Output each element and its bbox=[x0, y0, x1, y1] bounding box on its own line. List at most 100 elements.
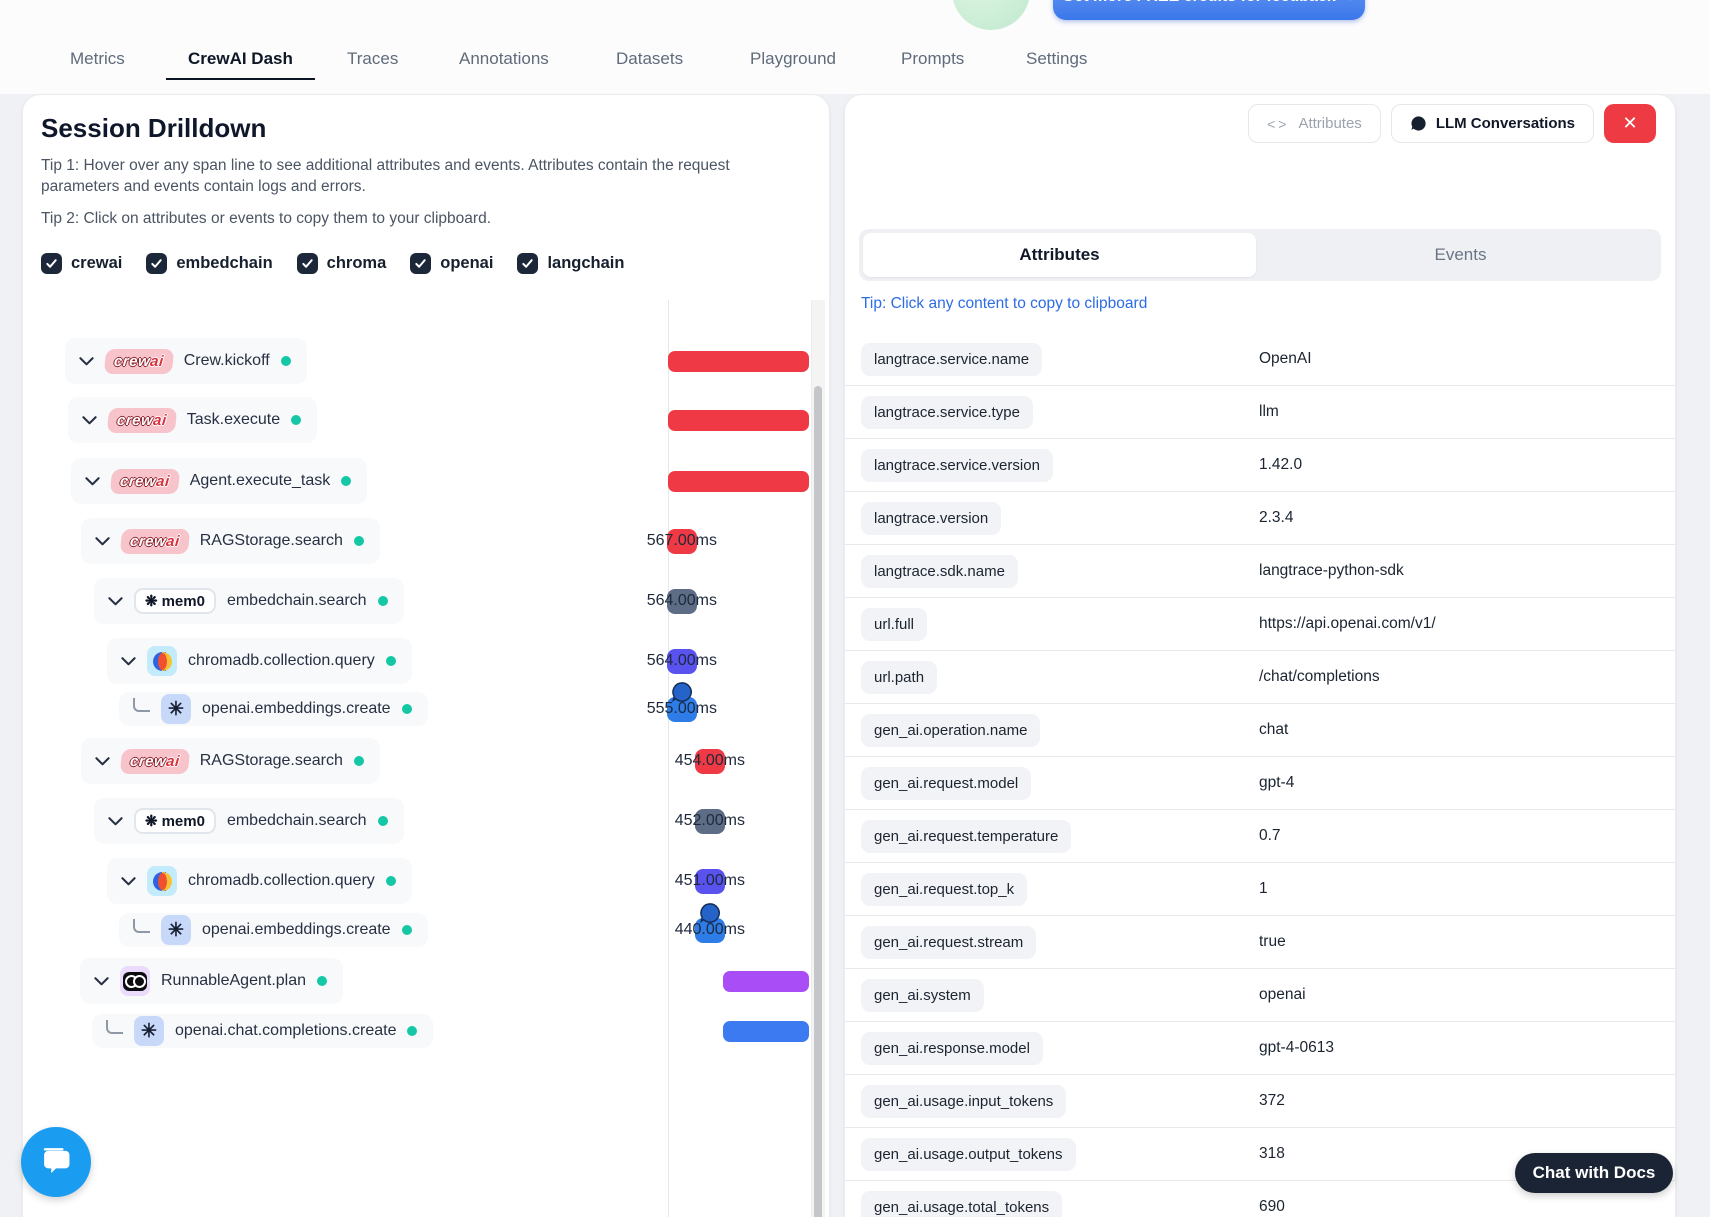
attribute-key[interactable]: gen_ai.usage.total_tokens bbox=[861, 1190, 1063, 1217]
span-row-crew-kickoff[interactable]: crewai Crew.kickoff bbox=[65, 338, 307, 384]
span-duration-bar[interactable] bbox=[667, 588, 697, 614]
filter-chroma[interactable]: chroma bbox=[296, 253, 386, 274]
attribute-value[interactable]: langtrace-python-sdk bbox=[1259, 562, 1404, 579]
attribute-key[interactable]: gen_ai.operation.name bbox=[861, 713, 1041, 747]
chevron-down-icon[interactable] bbox=[121, 876, 136, 886]
filter-langchain[interactable]: langchain bbox=[517, 253, 624, 274]
crewai-logo-icon: crewai bbox=[109, 468, 180, 494]
attribute-row: gen_ai.usage.output_tokens 318 bbox=[845, 1127, 1675, 1180]
span-row-chromadb-collection-query[interactable]: chromadb.collection.query bbox=[107, 858, 412, 904]
span-duration-bar[interactable] bbox=[667, 648, 697, 674]
avatar-circle[interactable] bbox=[952, 0, 1030, 30]
attribute-key[interactable]: gen_ai.request.temperature bbox=[861, 819, 1072, 853]
attribute-value[interactable]: https://api.openai.com/v1/ bbox=[1259, 615, 1436, 632]
span-duration-bar[interactable] bbox=[667, 528, 697, 554]
chevron-down-icon[interactable] bbox=[95, 536, 110, 546]
attribute-value[interactable]: chat bbox=[1259, 721, 1289, 738]
chevron-down-icon[interactable] bbox=[94, 976, 109, 986]
chevron-down-icon[interactable] bbox=[108, 816, 123, 826]
tab-playground[interactable]: Playground bbox=[750, 38, 836, 80]
llm-conversations-button[interactable]: LLM Conversations bbox=[1390, 104, 1594, 143]
chevron-down-icon[interactable] bbox=[121, 656, 136, 666]
span-row-embedchain-search[interactable]: ❋ mem0 embedchain.search bbox=[94, 578, 404, 624]
attribute-key[interactable]: gen_ai.system bbox=[861, 978, 984, 1012]
attribute-value[interactable]: /chat/completions bbox=[1259, 668, 1380, 685]
tab-settings[interactable]: Settings bbox=[1026, 38, 1087, 80]
chevron-down-icon[interactable] bbox=[95, 756, 110, 766]
span-row-chromadb-collection-query[interactable]: chromadb.collection.query bbox=[107, 638, 412, 684]
chat-widget-button[interactable] bbox=[21, 1127, 91, 1197]
span-row-openai-chat-completions-create[interactable]: ✳ openai.chat.completions.create bbox=[92, 1014, 434, 1048]
attribute-value[interactable]: 0.7 bbox=[1259, 827, 1281, 844]
tab-attributes[interactable]: Attributes bbox=[863, 233, 1256, 277]
span-row-embedchain-search[interactable]: ❋ mem0 embedchain.search bbox=[94, 798, 404, 844]
attribute-key[interactable]: gen_ai.usage.output_tokens bbox=[861, 1137, 1076, 1171]
attribute-key[interactable]: langtrace.sdk.name bbox=[861, 554, 1018, 588]
span-row-task-execute[interactable]: crewai Task.execute bbox=[68, 397, 318, 443]
chevron-down-icon[interactable] bbox=[108, 596, 123, 606]
span-duration-bar[interactable] bbox=[668, 409, 809, 431]
attribute-value[interactable]: 690 bbox=[1259, 1198, 1285, 1215]
chevron-down-icon[interactable] bbox=[85, 476, 100, 486]
filter-openai[interactable]: openai bbox=[410, 253, 493, 274]
attribute-value[interactable]: openai bbox=[1259, 986, 1306, 1003]
attribute-value[interactable]: 318 bbox=[1259, 1145, 1285, 1162]
chat-with-docs-button[interactable]: Chat with Docs bbox=[1515, 1153, 1673, 1193]
chevron-down-icon[interactable] bbox=[79, 356, 94, 366]
attribute-value[interactable]: OpenAI bbox=[1259, 350, 1312, 367]
span-label: openai.chat.completions.create bbox=[175, 1022, 397, 1039]
attribute-key[interactable]: langtrace.version bbox=[861, 501, 1002, 535]
span-label: openai.embeddings.create bbox=[202, 921, 391, 938]
llm-span-bubble-icon bbox=[671, 681, 693, 703]
attribute-key[interactable]: langtrace.service.version bbox=[861, 448, 1053, 482]
attribute-key[interactable]: gen_ai.request.model bbox=[861, 766, 1032, 800]
span-row-ragstorage-search[interactable]: crewai RAGStorage.search bbox=[81, 518, 380, 564]
tab-events[interactable]: Events bbox=[1434, 245, 1487, 264]
attribute-key[interactable]: url.path bbox=[861, 660, 938, 694]
scrollbar-track[interactable] bbox=[811, 300, 825, 1217]
filter-embedchain[interactable]: embedchain bbox=[146, 253, 273, 274]
tab-prompts[interactable]: Prompts bbox=[901, 38, 964, 80]
tab-crewai-dash[interactable]: CrewAI Dash bbox=[166, 38, 315, 80]
tab-metrics[interactable]: Metrics bbox=[70, 38, 125, 80]
attributes-view-button[interactable]: <> Attributes bbox=[1248, 104, 1381, 143]
detail-panel-toolbar: <> Attributes LLM Conversations ✕ bbox=[1248, 104, 1656, 143]
attribute-key[interactable]: langtrace.service.name bbox=[861, 342, 1043, 376]
attribute-key[interactable]: gen_ai.request.stream bbox=[861, 925, 1037, 959]
attribute-value[interactable]: 2.3.4 bbox=[1259, 509, 1294, 526]
attribute-value[interactable]: 372 bbox=[1259, 1092, 1285, 1109]
detail-tabs: Attributes Events bbox=[859, 229, 1661, 281]
tab-traces[interactable]: Traces bbox=[347, 38, 398, 80]
scrollbar-thumb[interactable] bbox=[814, 386, 822, 1217]
span-row-ragstorage-search[interactable]: crewai RAGStorage.search bbox=[81, 738, 380, 784]
span-duration-bar[interactable] bbox=[723, 1020, 809, 1042]
attribute-key[interactable]: gen_ai.response.model bbox=[861, 1031, 1043, 1065]
attribute-value[interactable]: llm bbox=[1259, 403, 1279, 420]
attribute-value[interactable]: gpt-4 bbox=[1259, 774, 1295, 791]
chevron-down-icon[interactable] bbox=[82, 415, 97, 425]
copy-tip-link[interactable]: Tip: Click any content to copy to clipbo… bbox=[861, 295, 1148, 312]
tab-annotations[interactable]: Annotations bbox=[459, 38, 549, 80]
filter-crewai[interactable]: crewai bbox=[41, 253, 122, 274]
credits-button[interactable]: Get more FREE credits for feedback → bbox=[1053, 0, 1365, 20]
tab-datasets[interactable]: Datasets bbox=[616, 38, 683, 80]
span-duration-bar[interactable] bbox=[695, 808, 725, 834]
attribute-key[interactable]: gen_ai.request.top_k bbox=[861, 872, 1028, 906]
span-duration-bar[interactable] bbox=[668, 470, 809, 492]
span-duration-bar[interactable] bbox=[723, 970, 809, 992]
span-row-agent-execute-task[interactable]: crewai Agent.execute_task bbox=[71, 458, 368, 504]
attribute-value[interactable]: 1.42.0 bbox=[1259, 456, 1303, 473]
attribute-key[interactable]: gen_ai.usage.input_tokens bbox=[861, 1084, 1067, 1118]
attribute-key[interactable]: langtrace.service.type bbox=[861, 395, 1033, 429]
span-row-openai-embeddings-create[interactable]: ✳ openai.embeddings.create bbox=[119, 692, 428, 726]
span-duration-bar[interactable] bbox=[695, 868, 725, 894]
attribute-value[interactable]: true bbox=[1259, 933, 1286, 950]
span-duration-bar[interactable] bbox=[668, 350, 809, 372]
attribute-value[interactable]: gpt-4-0613 bbox=[1259, 1039, 1334, 1056]
span-duration-bar[interactable] bbox=[695, 748, 725, 774]
span-row-runnableagent-plan[interactable]: RunnableAgent.plan bbox=[80, 958, 344, 1004]
attribute-value[interactable]: 1 bbox=[1259, 880, 1268, 897]
span-row-openai-embeddings-create[interactable]: ✳ openai.embeddings.create bbox=[119, 913, 428, 947]
close-button[interactable]: ✕ bbox=[1604, 104, 1656, 143]
attribute-key[interactable]: url.full bbox=[861, 607, 928, 641]
